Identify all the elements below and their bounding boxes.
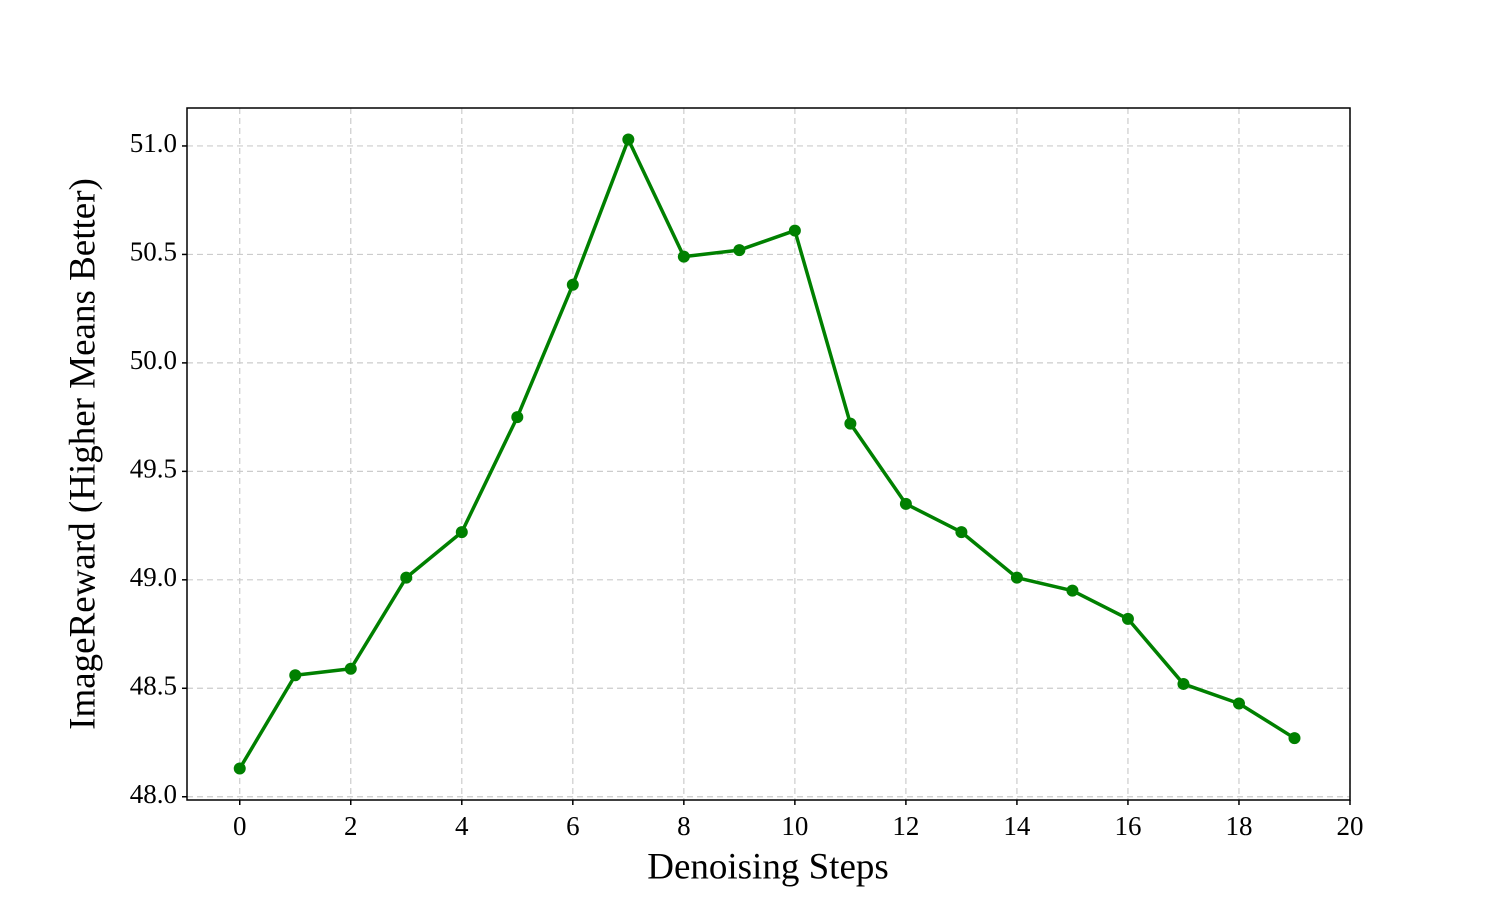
point: [1177, 677, 1190, 690]
y-tick-label: 49.5: [130, 454, 177, 484]
point: [955, 526, 968, 539]
point: [1288, 732, 1301, 745]
x-tick-label: 18: [1225, 811, 1252, 841]
y-tick-label: 48.0: [130, 779, 177, 809]
point: [233, 762, 246, 775]
point: [289, 669, 302, 682]
plot-frame: [186, 107, 1351, 801]
point: [566, 278, 579, 291]
x-tick-label: 14: [1003, 811, 1031, 841]
y-axis-label: ImageReward (Higher Means Better): [62, 178, 103, 730]
x-tick-label: 8: [677, 811, 691, 841]
y-tick-label: 48.5: [130, 670, 177, 700]
point: [400, 571, 413, 584]
point: [1010, 571, 1023, 584]
point: [622, 133, 635, 146]
point: [899, 497, 912, 510]
point: [733, 244, 746, 257]
x-tick-label: 4: [455, 811, 469, 841]
y-tick-label: 50.5: [130, 237, 177, 267]
point: [511, 411, 524, 424]
x-tick-label: 6: [566, 811, 580, 841]
point: [677, 250, 690, 263]
x-tick-label: 0: [233, 811, 247, 841]
point: [788, 224, 801, 237]
x-tick-label: 2: [344, 811, 358, 841]
x-axis-label: Denoising Steps: [647, 846, 889, 887]
x-tick-label: 10: [781, 811, 808, 841]
point: [844, 417, 857, 430]
point: [1066, 584, 1079, 597]
y-tick-label: 51.0: [130, 128, 177, 158]
x-tick-label: 20: [1337, 811, 1364, 841]
y-tick-label: 49.0: [130, 562, 177, 592]
y-tick-label: 50.0: [130, 345, 177, 375]
x-tick-label: 12: [892, 811, 919, 841]
x-tick-label: 16: [1114, 811, 1141, 841]
point: [455, 526, 468, 539]
point: [1121, 612, 1134, 625]
point: [1232, 697, 1245, 710]
point: [344, 662, 357, 675]
line: [238, 137, 1296, 770]
